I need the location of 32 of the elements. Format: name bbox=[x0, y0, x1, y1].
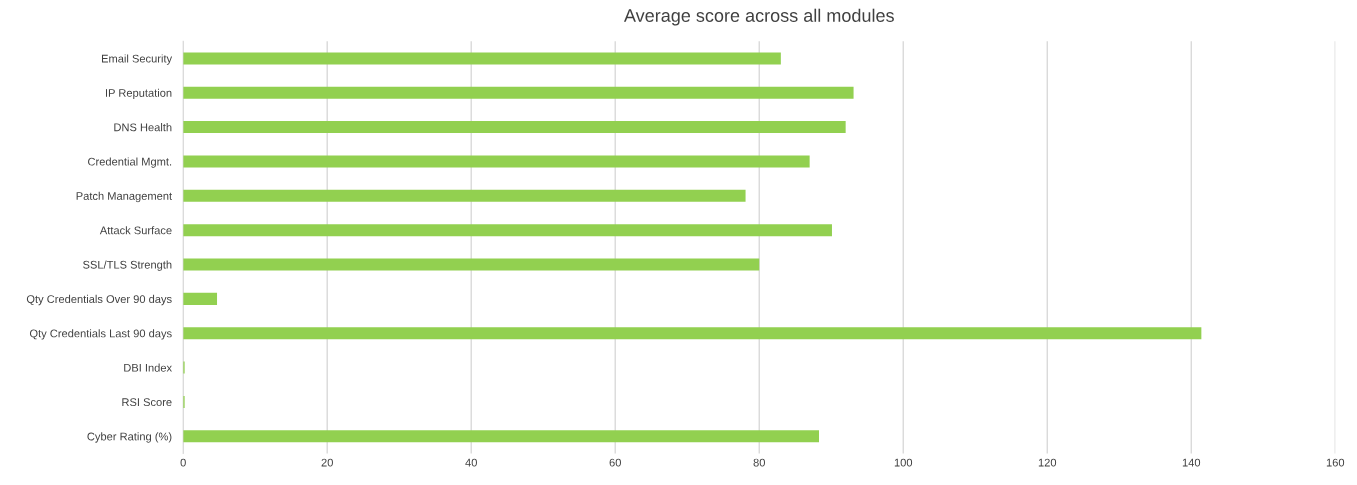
y-tick-label: Cyber Rating (%) bbox=[87, 432, 172, 443]
bar bbox=[183, 155, 810, 168]
bar bbox=[183, 52, 781, 65]
y-tick-label: DBI Index bbox=[124, 363, 172, 372]
bar bbox=[183, 292, 218, 305]
y-tick-label: IP Reputation bbox=[105, 88, 172, 100]
x-tick-label: 40 bbox=[465, 458, 477, 467]
y-tick-label: Patch Management bbox=[76, 191, 173, 203]
x-tick-label: 120 bbox=[1038, 458, 1057, 467]
x-tick-label: 100 bbox=[894, 458, 913, 467]
bar bbox=[183, 258, 760, 271]
y-tick-label: Qty Credentials Last 90 days bbox=[29, 329, 172, 340]
bar bbox=[183, 327, 1202, 340]
bar bbox=[183, 121, 846, 134]
y-tick-label: DNS Health bbox=[114, 123, 172, 132]
x-tick-label: 0 bbox=[180, 458, 186, 467]
y-tick-label: Qty Credentials Over 90 days bbox=[26, 294, 172, 306]
x-tick-label: 60 bbox=[609, 458, 621, 467]
x-tick-label: 160 bbox=[1326, 458, 1345, 467]
bar bbox=[183, 86, 854, 99]
y-tick-label: Attack Surface bbox=[99, 226, 172, 235]
x-tick-label: 20 bbox=[321, 458, 333, 467]
y-tick-label: SSL/TLS Strength bbox=[83, 260, 172, 271]
chart-title: Average score across all modules bbox=[623, 8, 894, 26]
y-tick-label: RSI Score bbox=[122, 398, 172, 407]
y-tick-label: Credential Mgmt. bbox=[88, 157, 172, 168]
bar bbox=[183, 430, 820, 443]
y-tick-label: Email Security bbox=[101, 54, 173, 65]
bar bbox=[183, 189, 746, 202]
x-tick-label: 80 bbox=[753, 458, 765, 467]
bar bbox=[183, 224, 832, 237]
x-tick-label: 140 bbox=[1182, 458, 1201, 467]
